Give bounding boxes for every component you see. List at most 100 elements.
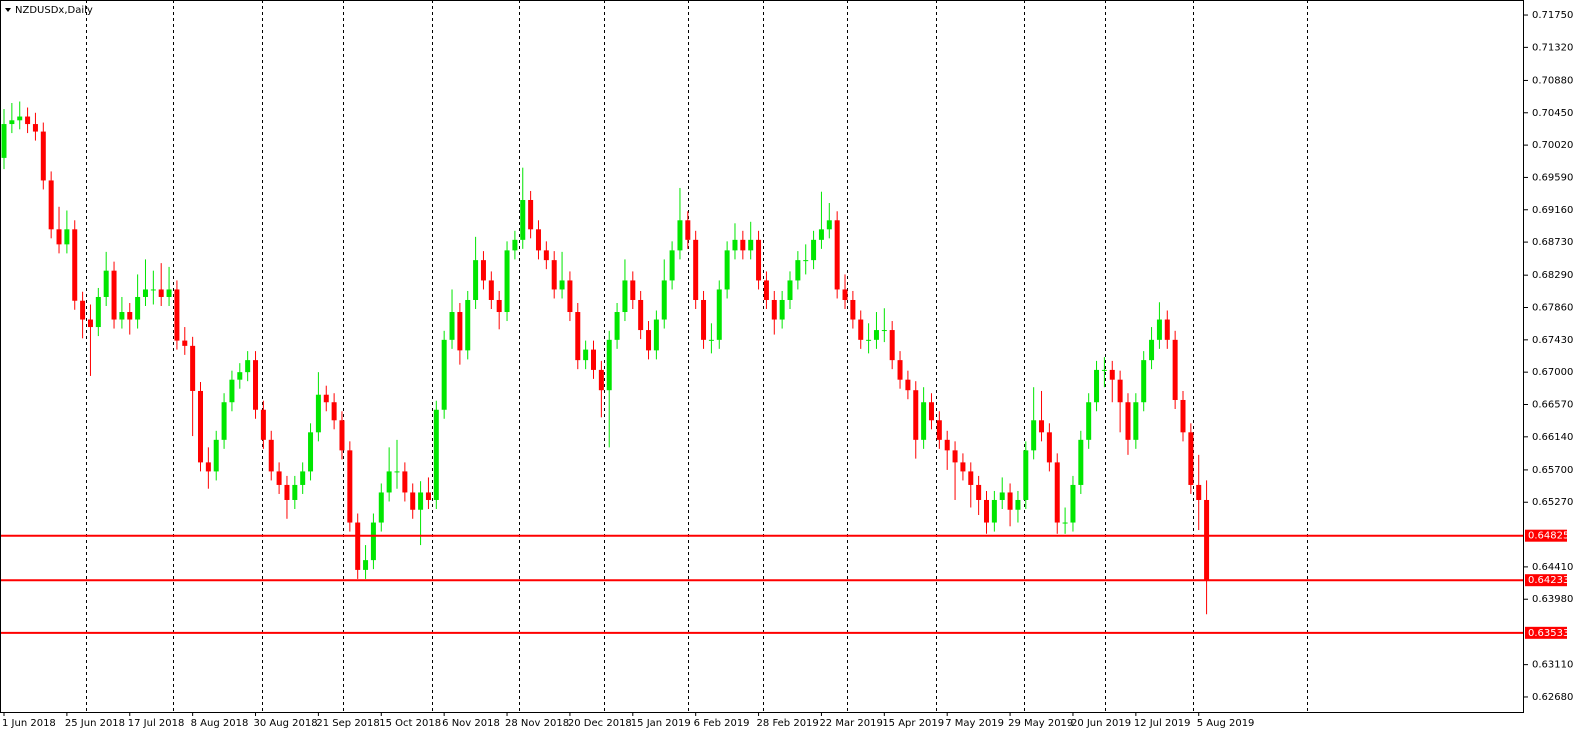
candle-body <box>190 345 196 391</box>
candle-body <box>866 339 872 341</box>
candle-body <box>1172 339 1178 400</box>
candle-body <box>95 296 101 328</box>
y-tick-label: 0.63980 <box>1532 594 1573 605</box>
candle-body <box>646 330 652 351</box>
candle-body <box>583 349 589 361</box>
level-label-box <box>1525 529 1567 542</box>
candle-body <box>693 239 699 300</box>
y-tick-label: 0.67430 <box>1532 335 1573 346</box>
level-label: 0.64233 <box>1528 575 1569 586</box>
candle-body <box>991 499 997 523</box>
y-tick-label: 0.71750 <box>1532 10 1573 21</box>
candle-body <box>1141 360 1147 403</box>
candle-body <box>142 289 148 297</box>
candle-body <box>418 492 424 510</box>
candle-body <box>543 250 549 261</box>
y-tick-label: 0.64410 <box>1532 562 1573 573</box>
candle-body <box>1 124 7 158</box>
candle-body <box>858 319 864 340</box>
candle-body <box>630 280 636 300</box>
x-tick-label: 1 Jun 2018 <box>2 718 56 729</box>
candle-body <box>724 250 730 290</box>
candle-body <box>1164 319 1170 340</box>
candle-body <box>331 402 337 421</box>
candle-body <box>748 239 754 251</box>
x-tick-label: 28 Feb 2019 <box>757 718 819 729</box>
candle-body <box>1007 492 1013 510</box>
candle-body <box>433 409 439 500</box>
candle-body <box>897 360 903 380</box>
x-tick-label: 15 Oct 2018 <box>379 718 441 729</box>
candle-body <box>653 319 659 351</box>
candle-body <box>677 220 683 251</box>
candle-body <box>1156 319 1162 340</box>
menu-triangle[interactable] <box>5 8 11 12</box>
candle-body <box>1101 369 1107 371</box>
candle-body <box>1046 432 1052 463</box>
candle-body <box>913 390 919 440</box>
candle-body <box>245 360 251 373</box>
candle-body <box>284 484 290 500</box>
candle-body <box>488 280 494 300</box>
candle-body <box>1180 399 1186 433</box>
candle-body <box>591 349 596 370</box>
candle-body <box>127 312 133 320</box>
candle-body <box>535 229 541 251</box>
y-tick-label: 0.69590 <box>1532 172 1573 183</box>
candle-body <box>1117 379 1123 403</box>
candle-body <box>614 312 620 340</box>
candle-body <box>960 462 966 472</box>
candle-body <box>1196 484 1202 500</box>
candle-body <box>795 260 801 281</box>
x-tick-label: 21 Sep 2018 <box>316 718 379 729</box>
candle-body <box>638 299 644 331</box>
candle-body <box>551 260 557 290</box>
level-label-box <box>1525 626 1567 639</box>
candle-body <box>1015 499 1021 510</box>
x-tick-label: 17 Jul 2018 <box>128 718 185 729</box>
candle-body <box>952 450 958 463</box>
y-tick-label: 0.71320 <box>1532 42 1573 53</box>
y-tick-label: 0.67860 <box>1532 303 1573 314</box>
x-tick-label: 20 Jun 2019 <box>1071 718 1131 729</box>
x-tick-label: 20 Dec 2018 <box>568 718 632 729</box>
candle-body <box>787 280 793 300</box>
candle-body <box>135 296 141 320</box>
candle-body <box>119 312 125 320</box>
y-tick-label: 0.65700 <box>1532 465 1573 476</box>
candle-body <box>198 390 203 463</box>
candle-body <box>158 289 164 297</box>
candle-body <box>386 471 392 493</box>
candle-body <box>40 131 46 181</box>
candle-body <box>260 409 266 440</box>
candle-body <box>174 289 180 341</box>
x-tick-label: 15 Apr 2019 <box>882 718 944 729</box>
candle-body <box>504 250 510 313</box>
candle-body <box>1133 402 1139 440</box>
candle-body <box>661 280 667 320</box>
y-tick-label: 0.62680 <box>1532 692 1573 703</box>
candle-body <box>803 260 809 262</box>
candle-body <box>103 270 109 297</box>
y-tick-label: 0.67000 <box>1532 367 1573 378</box>
candle-body <box>779 299 785 320</box>
candle-body <box>732 239 738 251</box>
candle-body <box>976 484 982 500</box>
candle-body <box>268 439 274 472</box>
candle-body <box>347 450 353 523</box>
candle-body <box>984 499 989 523</box>
candle-body <box>25 116 31 125</box>
candle-body <box>1023 450 1029 500</box>
candle-body <box>1054 462 1060 523</box>
x-tick-label: 28 Nov 2018 <box>505 718 569 729</box>
candle-body <box>811 239 817 261</box>
candle-body <box>449 312 455 340</box>
candle-body <box>708 339 714 341</box>
candle-body <box>315 394 321 433</box>
candle-body <box>441 339 447 410</box>
x-tick-label: 8 Aug 2018 <box>191 718 249 729</box>
level-label: 0.64825 <box>1528 531 1569 542</box>
candle-body <box>56 229 62 245</box>
candle-body <box>237 372 243 380</box>
